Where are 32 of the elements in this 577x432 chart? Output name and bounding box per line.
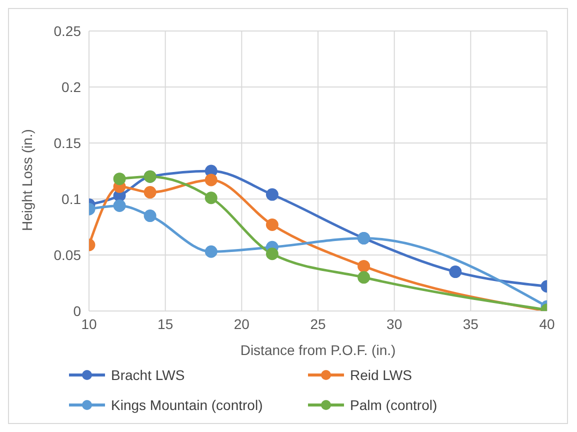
x-tick-label: 30	[386, 316, 402, 332]
point	[204, 192, 218, 204]
x-tick-label: 10	[81, 316, 97, 332]
point	[266, 248, 278, 260]
point	[113, 199, 126, 212]
point	[144, 210, 156, 222]
x-tick-label: 35	[462, 316, 479, 332]
point	[358, 260, 370, 272]
point	[358, 271, 370, 284]
y-tick-label: 0.1	[62, 190, 82, 207]
legend-label: Bracht LWS	[111, 367, 185, 383]
point	[204, 245, 218, 258]
point	[204, 174, 218, 186]
point	[144, 186, 156, 199]
y-tick-label: 0.2	[62, 78, 82, 95]
y-tick-label: 0.25	[54, 22, 82, 39]
x-tick-label: 40	[539, 316, 555, 332]
y-tick-label: 0.05	[54, 246, 82, 263]
point	[449, 266, 462, 278]
y-tick-label: 0	[73, 302, 82, 319]
legend-label: Palm (control)	[350, 397, 438, 413]
legend-label: Reid LWS	[350, 367, 412, 383]
x-tick-label: 25	[310, 316, 326, 332]
point	[266, 188, 278, 201]
x-tick-label: 15	[158, 316, 174, 332]
point	[113, 172, 126, 186]
y-tick-label: 0.15	[54, 134, 82, 151]
y-axis-title: Height Loss (in.)	[18, 129, 35, 231]
legend-label: Kings Mountain (control)	[111, 397, 263, 413]
point	[266, 218, 278, 232]
x-axis-title: Distance from P.O.F. (in.)	[240, 342, 396, 358]
x-tick-label: 20	[234, 316, 250, 332]
